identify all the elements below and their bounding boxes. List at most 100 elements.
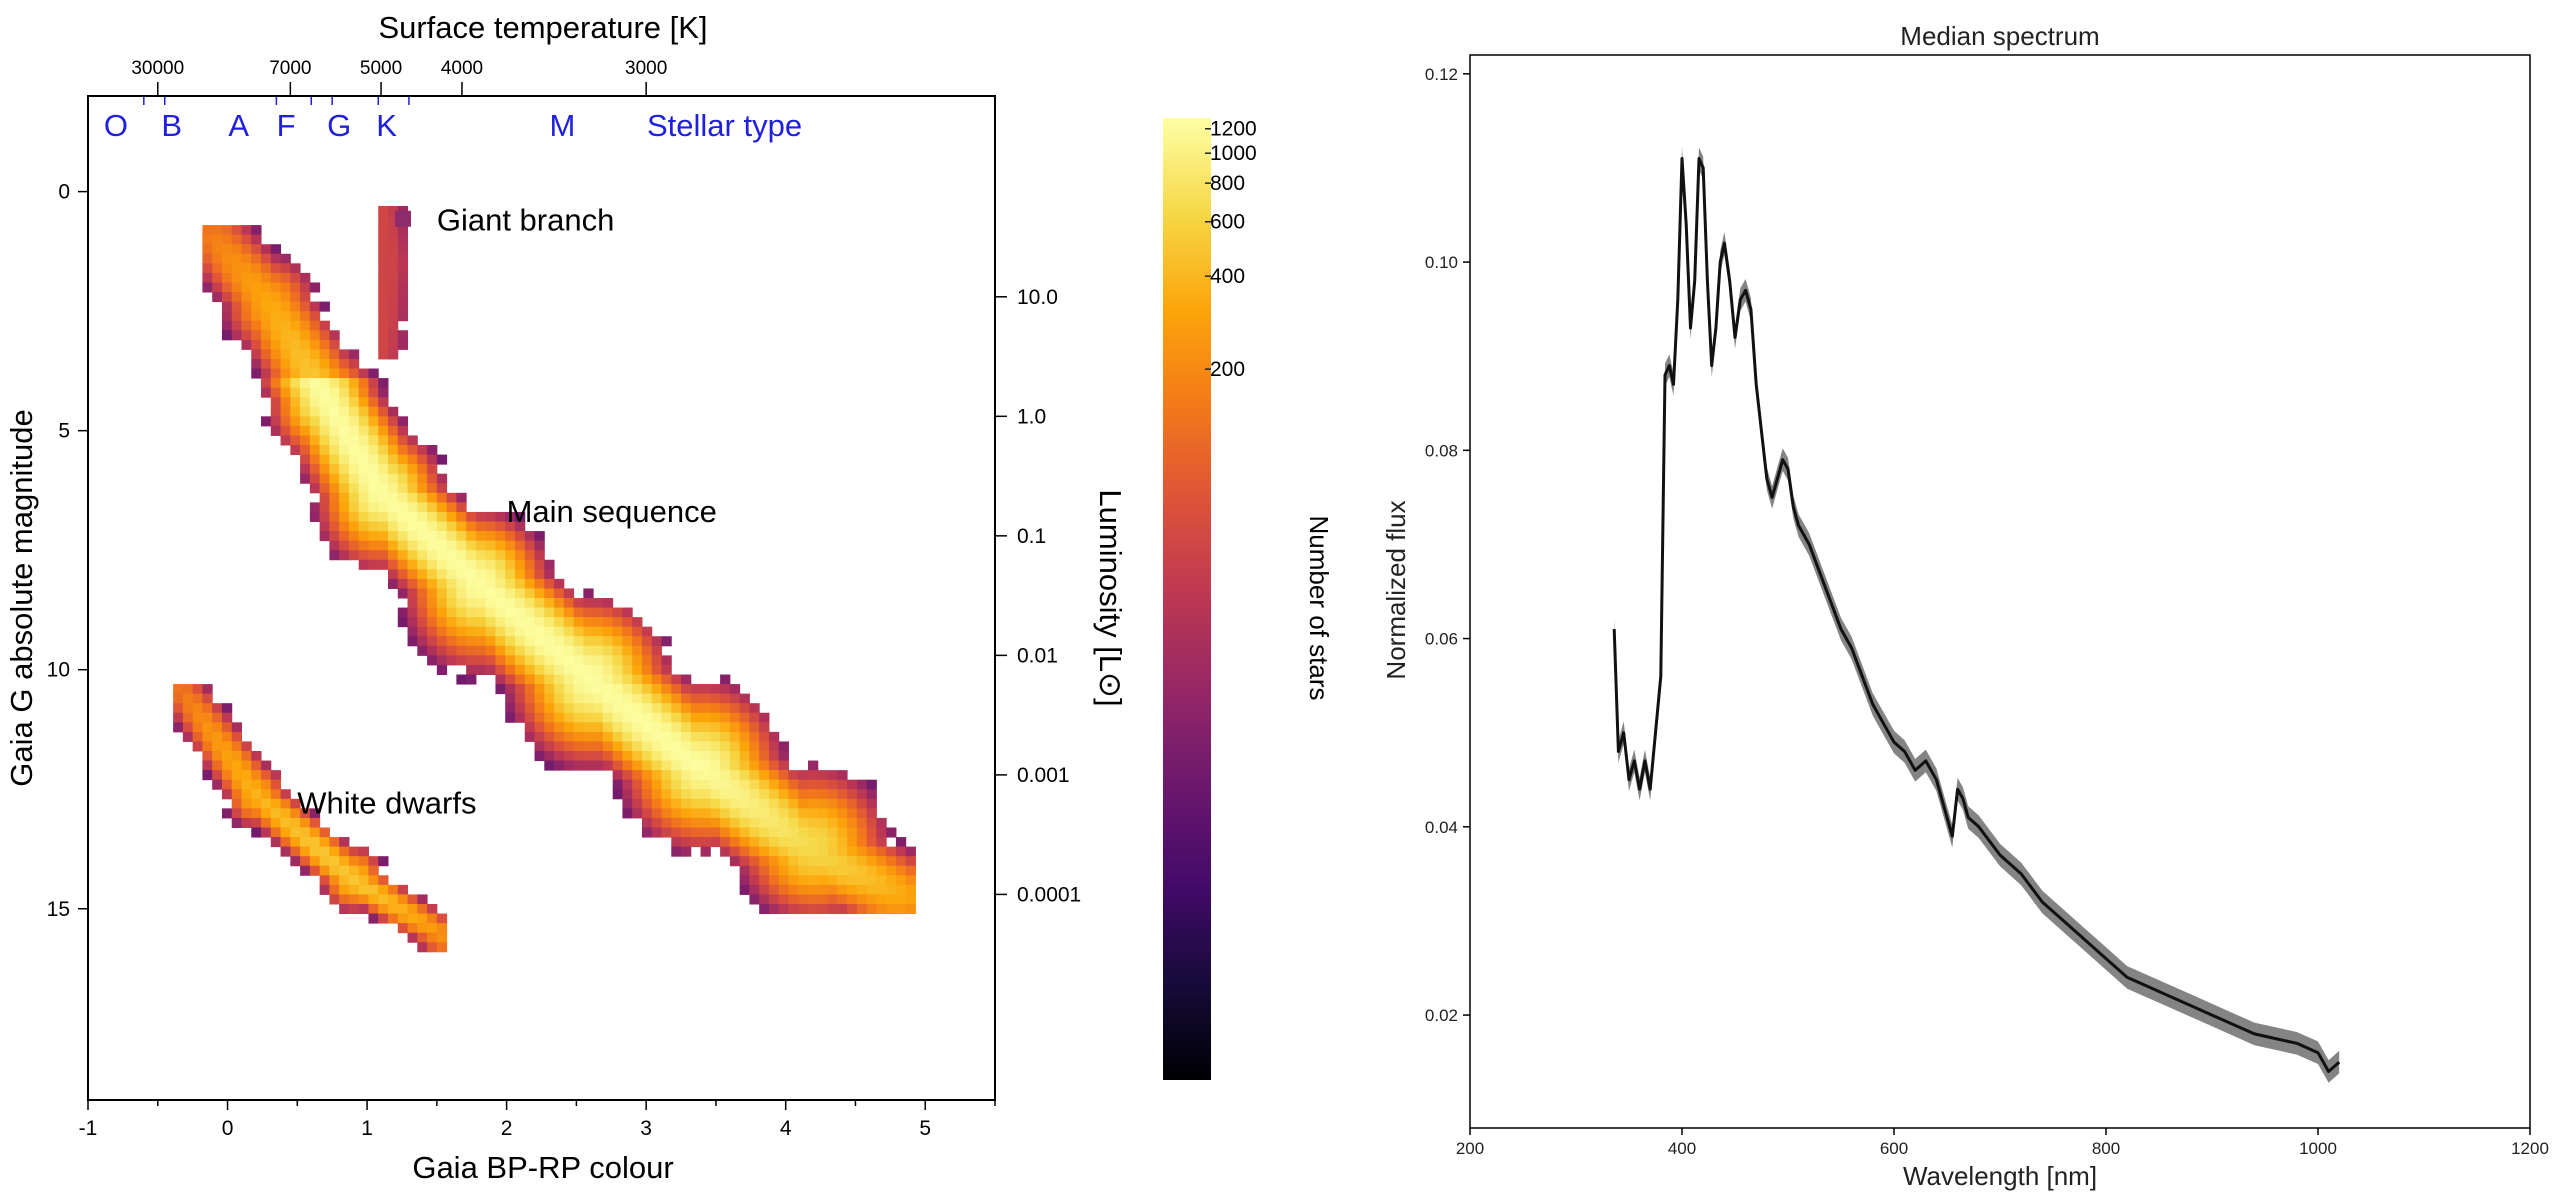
hr-density-cell <box>563 617 575 628</box>
hr-density-cell <box>544 588 555 599</box>
hr-density-cell <box>817 808 829 819</box>
hr-density-cell <box>241 234 252 245</box>
hr-density-cell <box>261 282 272 293</box>
hr-density-cell <box>651 684 663 695</box>
hr-density-cell <box>436 636 448 647</box>
hr-density-cell <box>720 693 731 704</box>
hr-density-cell <box>622 722 633 733</box>
hr-density-cell <box>544 559 555 570</box>
hr-density-cell <box>524 693 536 704</box>
hr-density-cell <box>739 770 750 781</box>
hr-density-cell <box>407 903 418 915</box>
hr-density-cell <box>417 540 428 551</box>
hr-density-cell <box>221 760 233 771</box>
hr-density-cell <box>466 521 477 532</box>
hr-density-cell <box>495 598 506 609</box>
hr-density-cell <box>397 435 409 446</box>
hr-density-cell <box>475 569 487 580</box>
hr-density-cell <box>671 731 682 742</box>
hr-density-cell <box>407 598 418 609</box>
hr-density-cell <box>339 903 350 915</box>
hr-density-cell <box>329 387 340 398</box>
hr-density-cell <box>358 397 369 408</box>
hr-density-cell <box>388 531 399 542</box>
hr-density-cell <box>847 903 858 915</box>
hr-density-cell <box>319 875 330 886</box>
hr-density-cell <box>436 913 448 924</box>
hr-density-cell <box>300 837 311 848</box>
hr-density-cell <box>612 693 623 704</box>
hr-density-cell <box>602 693 614 704</box>
hr-density-cell <box>446 559 457 570</box>
hr-density-cell <box>456 588 467 599</box>
hr-density-cell <box>641 664 653 675</box>
hr-density-cell <box>524 588 536 599</box>
hr-density-cell <box>681 684 692 695</box>
hr-density-cell <box>544 645 555 656</box>
hr-density-cell <box>407 531 418 542</box>
hr-density-cell <box>456 550 467 561</box>
hr-density-cell <box>290 397 301 408</box>
hr-density-cell <box>456 674 467 685</box>
hr-density-cell <box>280 263 291 274</box>
hr-density-cell <box>729 798 741 809</box>
hr-density-cell <box>358 387 369 398</box>
hr-density-cell <box>397 292 409 303</box>
hr-density-cell <box>495 511 506 523</box>
hr-density-cell <box>514 588 526 599</box>
hr-density-cell <box>329 894 340 905</box>
hr-density-cell <box>778 808 789 819</box>
hr-density-cell <box>876 827 887 838</box>
hr-density-cell <box>348 903 360 915</box>
hr-density-cell <box>261 798 272 809</box>
hr-density-cell <box>261 368 272 379</box>
hr-density-cell <box>798 884 809 895</box>
hr-density-cell <box>339 521 350 532</box>
hr-density-cell <box>339 483 350 494</box>
hr-density-cell <box>808 846 819 857</box>
hr-density-cell <box>388 330 399 341</box>
hr-density-cell <box>427 569 438 580</box>
hr-density-cell <box>729 684 741 695</box>
hr-density-cell <box>573 607 584 618</box>
hr-density-cell <box>388 205 399 217</box>
hr-density-cell <box>368 865 379 876</box>
hr-density-cell <box>290 282 301 293</box>
hr-density-cell <box>221 731 233 742</box>
hr-density-cell <box>251 253 262 264</box>
hr-density-cell <box>739 750 750 762</box>
hr-density-cell <box>485 578 496 589</box>
hr-density-cell <box>700 846 711 857</box>
hr-density-cell <box>554 741 565 752</box>
hr-density-cell <box>397 540 409 551</box>
hr-density-cell <box>407 483 418 494</box>
hr-density-cell <box>778 760 789 771</box>
hr-density-cell <box>397 311 409 322</box>
hr-density-cell <box>280 282 291 293</box>
hr-density-cell <box>554 588 565 599</box>
hr-density-cell <box>876 884 887 895</box>
hr-density-cell <box>651 664 663 675</box>
hr-density-cell <box>690 722 702 733</box>
hr-density-cell <box>876 837 887 848</box>
hr-density-cell <box>593 664 604 675</box>
hr-density-cell <box>221 779 233 790</box>
hr-density-cell <box>319 492 330 503</box>
hr-density-cell <box>192 693 203 704</box>
hr-density-cell <box>788 827 799 838</box>
hr-density-cell <box>397 913 409 924</box>
hr-density-cell <box>388 569 399 580</box>
hr-density-cell <box>300 330 311 341</box>
hr-density-cell <box>847 817 858 828</box>
hr-density-cell <box>895 884 907 895</box>
hr-density-cell <box>514 626 526 637</box>
hr-density-cell <box>837 894 848 905</box>
hr-density-cell <box>319 368 330 379</box>
hr-x-axis-label: Gaia BP-RP colour <box>412 1150 673 1185</box>
hr-density-cell <box>251 244 262 255</box>
hr-density-cell <box>300 817 311 828</box>
hr-density-cell <box>290 846 301 857</box>
hr-luminosity-tick-label: 0.01 <box>1017 644 1058 667</box>
hr-density-cell <box>632 617 643 628</box>
hr-density-cell <box>309 502 321 513</box>
